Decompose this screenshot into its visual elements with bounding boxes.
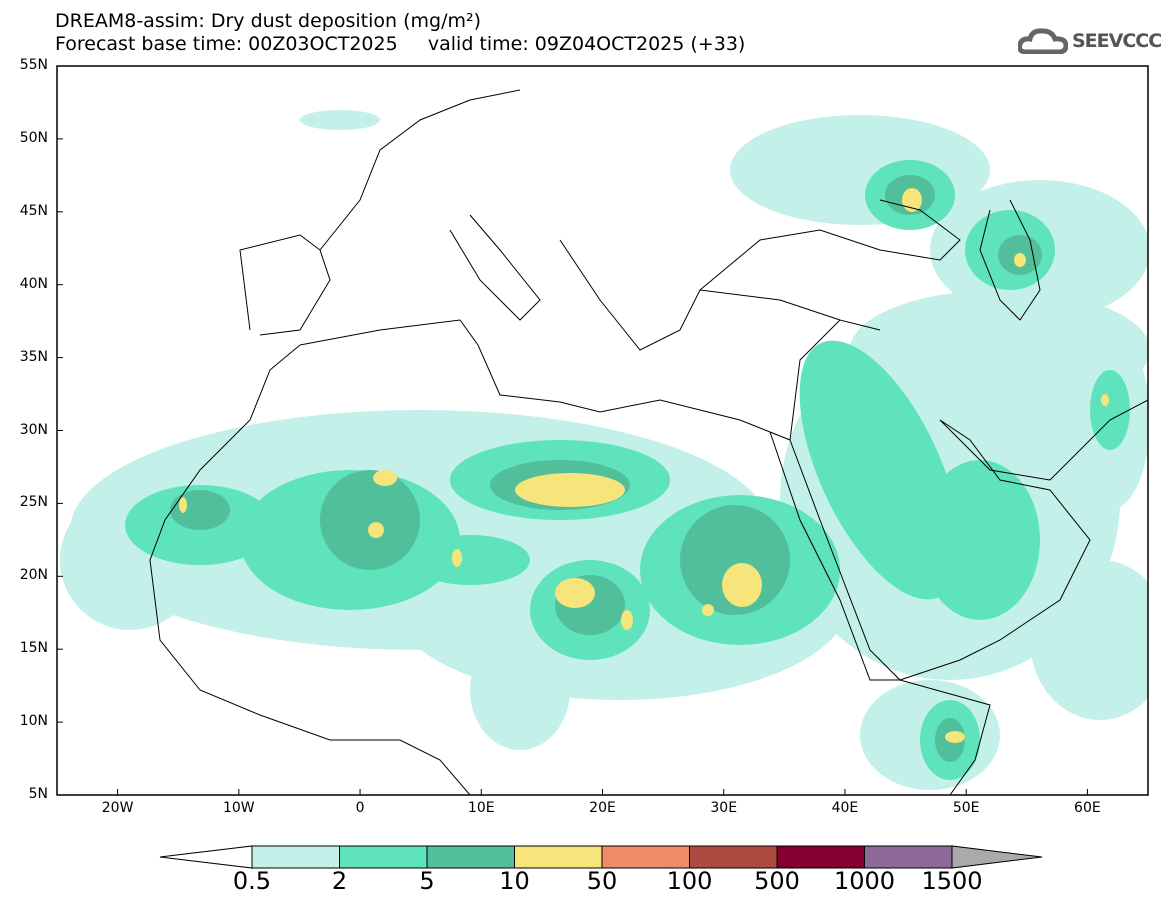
- colorbar-under-arrow: [159, 845, 253, 869]
- cloud-icon: [1018, 28, 1068, 54]
- forecast-time-line: Forecast base time: 00Z03OCT2025 valid t…: [55, 33, 745, 55]
- dust-level-5: [170, 175, 1042, 762]
- colorbar-swatch: [689, 845, 778, 869]
- colorbar-label: 50: [586, 867, 618, 895]
- colorbar-swatch: [426, 845, 515, 869]
- colorbar-swatch: [251, 845, 340, 869]
- colorbar-label: 500: [754, 867, 800, 895]
- lat-tick-label: 20N: [19, 567, 48, 584]
- colorbar-label: 1500: [921, 867, 983, 895]
- colorbar: [159, 845, 1043, 869]
- colorbar-label: 5: [419, 867, 435, 895]
- colorbar-swatch: [864, 845, 953, 869]
- lat-tick-label: 25N: [19, 494, 48, 511]
- lon-tick-label: 30E: [710, 800, 738, 816]
- lon-tick-label: 10E: [467, 800, 495, 816]
- lat-tick-label: 10N: [19, 713, 48, 730]
- lon-tick-label: 0: [355, 800, 365, 816]
- lat-tick-label: 45N: [19, 202, 48, 219]
- lon-tick-label: 20E: [589, 800, 616, 816]
- lon-tick-label: 50E: [952, 800, 980, 816]
- map-title: DREAM8-assim: Dry dust deposition (mg/m²…: [55, 10, 482, 32]
- colorbar-label: 10: [499, 867, 530, 895]
- lat-tick-label: 50N: [19, 129, 48, 146]
- lon-tick-label: 20W: [101, 800, 134, 816]
- lat-tick-label: 55N: [19, 57, 48, 73]
- colorbar-label: 1000: [833, 867, 896, 895]
- colorbar-label: 2: [331, 867, 348, 895]
- colorbar-swatch: [601, 845, 690, 869]
- colorbar-swatch: [339, 845, 428, 869]
- lon-tick-label: 60E: [1074, 800, 1101, 816]
- lat-tick-label: 30N: [19, 421, 48, 438]
- lon-tick-label: 10W: [222, 800, 255, 816]
- lat-tick-label: 40N: [19, 275, 48, 292]
- colorbar-over-arrow: [951, 845, 1043, 869]
- lat-tick-label: 35N: [19, 348, 48, 365]
- colorbar-label: 100: [666, 867, 713, 895]
- base-time: Forecast base time: 00Z03OCT2025: [55, 33, 398, 55]
- coastlines: [149, 89, 1148, 795]
- colorbar-swatch: [776, 845, 865, 869]
- lat-tick-label: 15N: [19, 640, 48, 657]
- seevccc-logo: SEEVCCC: [1018, 28, 1162, 54]
- valid-time: valid time: 09Z04OCT2025 (+33): [427, 33, 746, 55]
- colorbar-swatch: [514, 845, 603, 869]
- lat-tick-label: 5N: [28, 786, 48, 802]
- colorbar-label: 0.5: [232, 867, 272, 895]
- dust-level-10: [179, 188, 1109, 743]
- lon-tick-label: 40E: [831, 800, 859, 816]
- logo-text: SEEVCCC: [1072, 30, 1162, 52]
